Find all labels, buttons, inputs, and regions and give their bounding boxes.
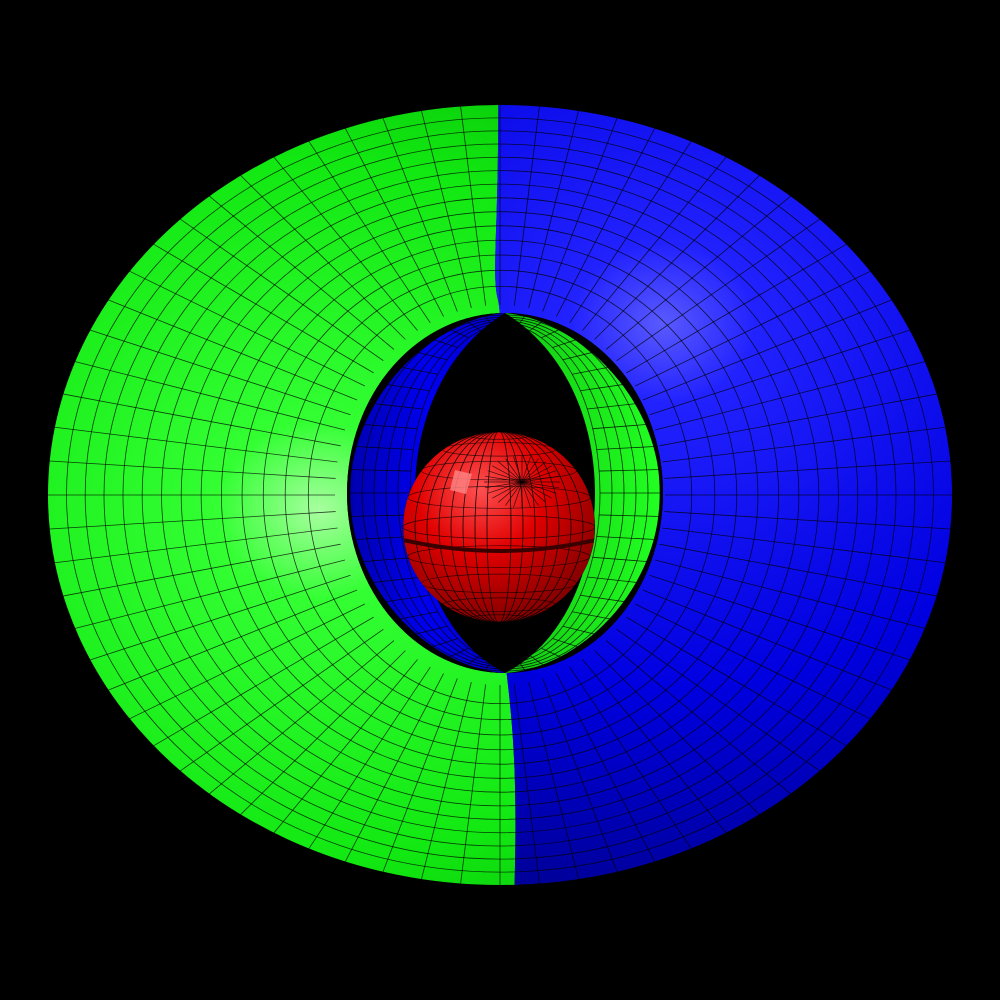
torus-inner-mesh [347,313,663,673]
sphere-mesh [403,432,595,622]
central-sphere [403,432,595,622]
sphere-pole-fan [484,456,560,508]
